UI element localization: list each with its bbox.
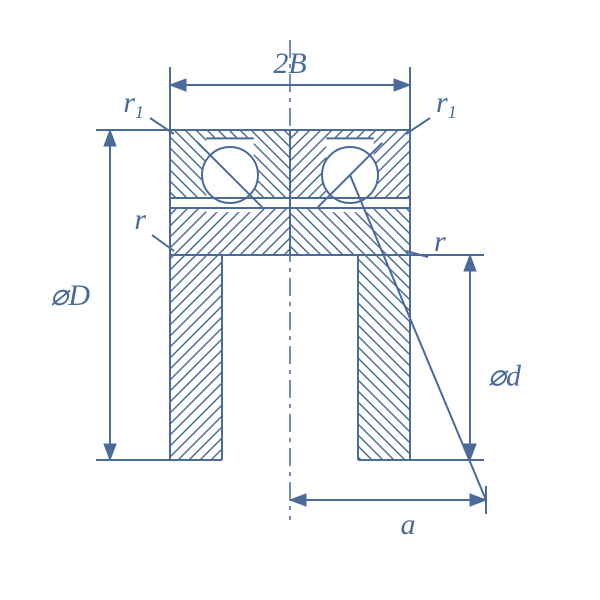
label-r1-left: r1 xyxy=(123,86,144,122)
bearing-cross-section-diagram: 2B a ⌀D ⌀d r1 r1 r r xyxy=(0,0,600,600)
label-2B: 2B xyxy=(273,47,306,80)
label-d: ⌀d xyxy=(488,360,522,393)
label-r1-right: r1 xyxy=(436,86,457,122)
label-r-left: r xyxy=(134,203,146,236)
label-D: ⌀D xyxy=(50,279,90,312)
label-r-right: r xyxy=(434,225,446,258)
label-a: a xyxy=(401,508,416,541)
